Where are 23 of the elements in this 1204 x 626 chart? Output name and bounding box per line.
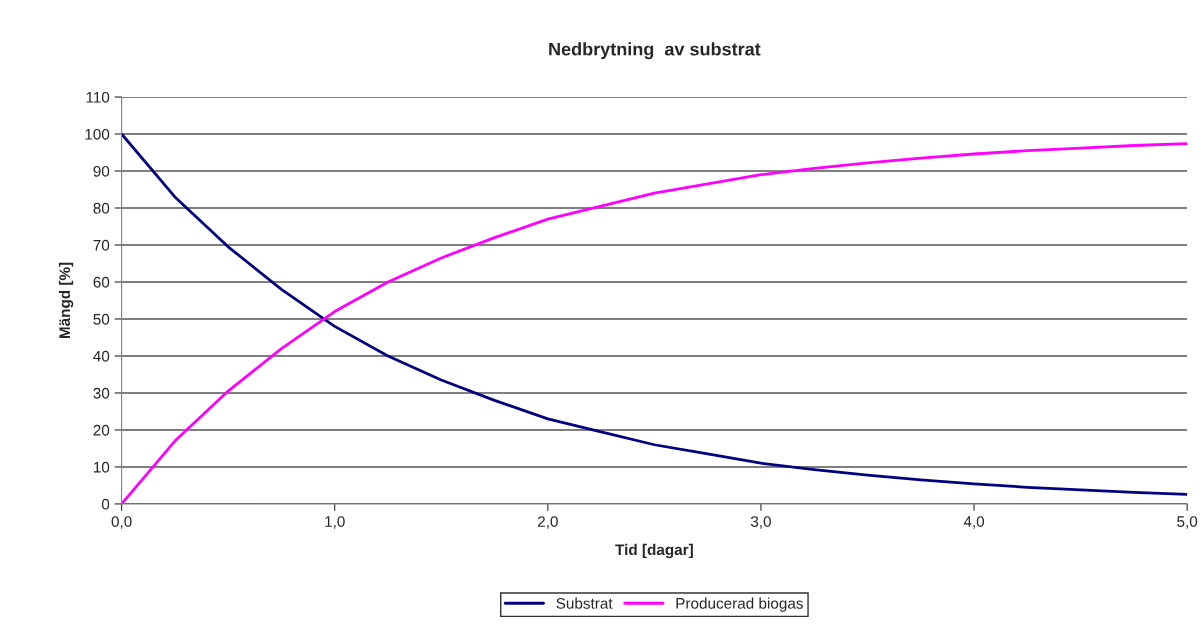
x-tick-label: 3,0: [750, 516, 771, 529]
legend-label: Producerad biogas: [676, 597, 803, 612]
y-tick-label: 10: [93, 461, 110, 473]
y-axis-title: Mängd [%]: [58, 262, 74, 339]
y-tick-label: 60: [93, 276, 110, 288]
x-axis-title: Tid [dagar]: [615, 543, 693, 559]
y-tick-label: 100: [85, 128, 110, 140]
y-tick-label: 20: [93, 424, 110, 436]
y-tick-label: 40: [93, 350, 110, 362]
y-tick-label: 30: [93, 387, 110, 399]
x-tick-label: 2,0: [537, 516, 558, 529]
legend-label: Substrat: [556, 597, 613, 609]
y-tick-label: 110: [86, 91, 110, 103]
chart-title: Nedbrytning av substrat: [549, 42, 761, 60]
y-tick-label: 80: [93, 202, 110, 214]
y-tick-label: 70: [93, 239, 110, 251]
y-tick-label: 50: [93, 313, 110, 325]
y-tick-label: 0: [101, 498, 110, 510]
x-tick-label: 5,0: [1177, 516, 1198, 529]
x-tick-label: 4,0: [963, 516, 985, 529]
x-tick-label: 1,0: [325, 516, 345, 529]
y-tick-label: 90: [93, 165, 110, 177]
x-tick-label: 0,0: [111, 516, 132, 529]
